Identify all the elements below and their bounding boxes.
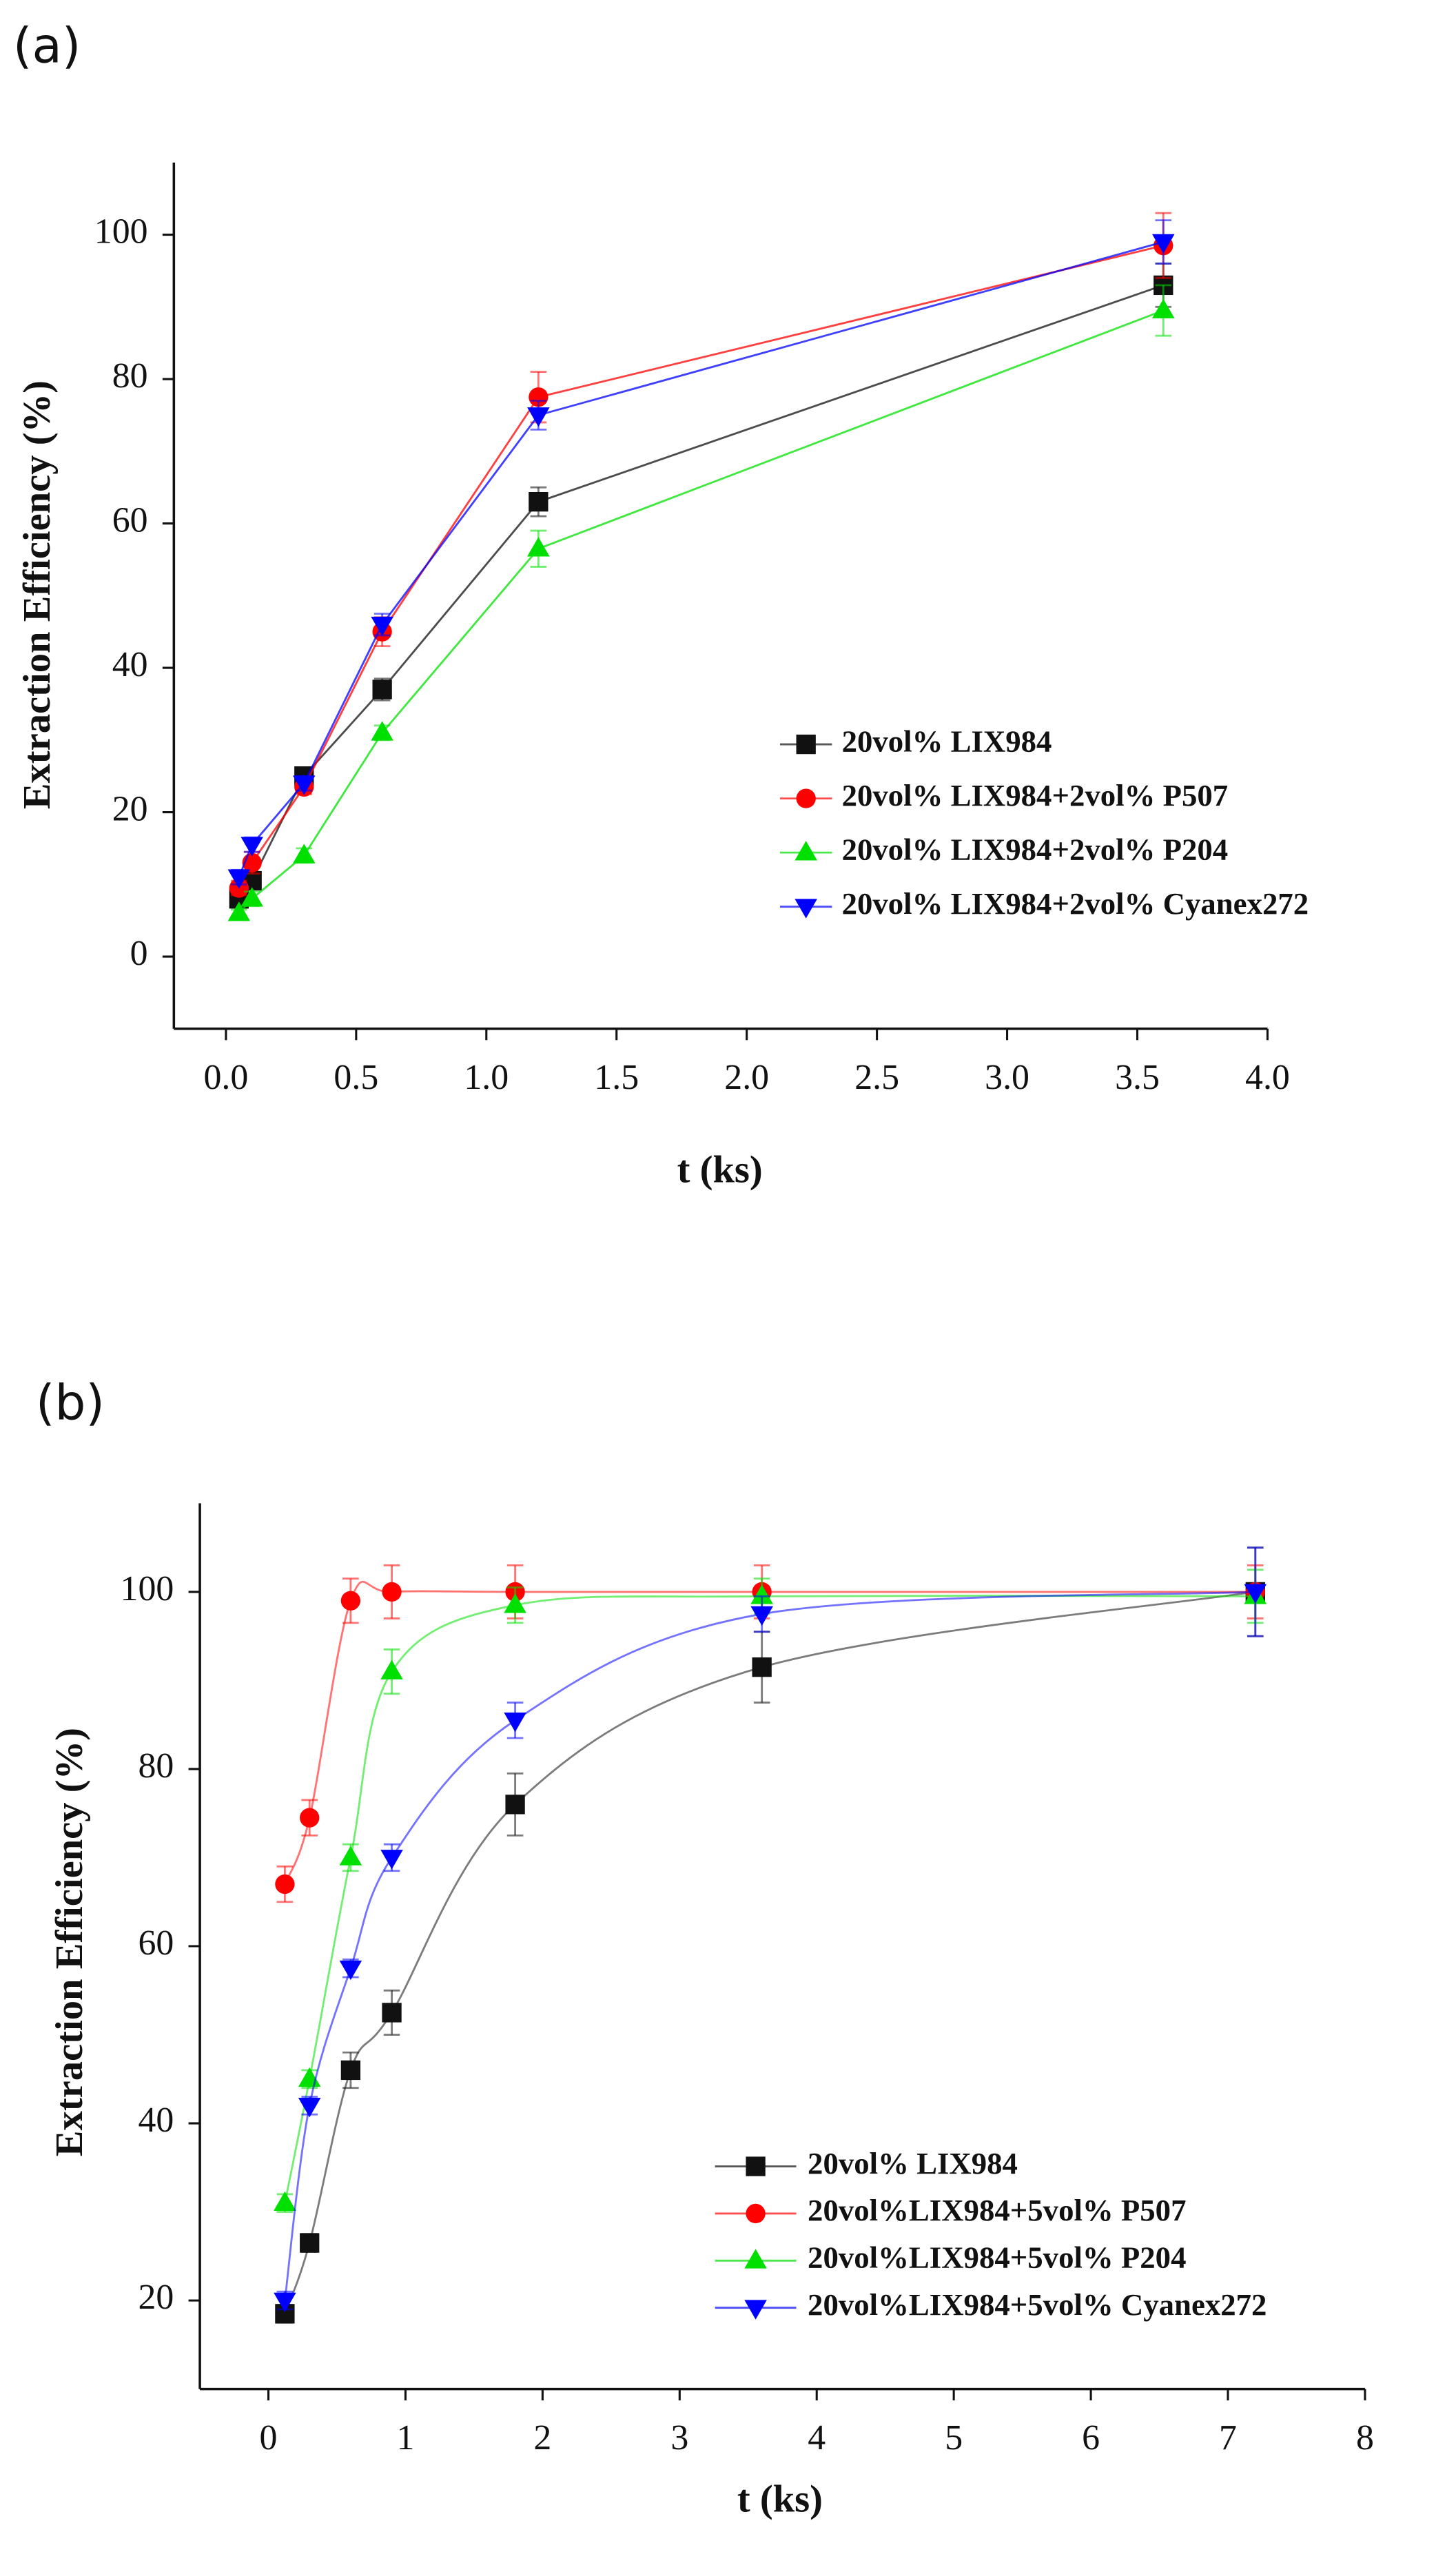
x-tick-label: 3.0 [985, 1058, 1029, 1097]
y-tick-label: 0 [130, 934, 148, 973]
y-tick-label: 100 [94, 212, 148, 251]
y-tick-label: 80 [112, 356, 148, 396]
series-line [284, 1594, 1255, 2204]
data-point [529, 491, 548, 512]
data-point [505, 1795, 525, 1815]
legend-label: 20vol%LIX984+5vol% Cyanex272 [808, 2287, 1267, 2322]
data-point [227, 901, 251, 921]
data-point [340, 2060, 361, 2081]
x-tick-label: 8 [1356, 2418, 1374, 2458]
y-axis-title: Extraction Efficiency (%) [16, 380, 59, 809]
x-tick-label: 2.0 [724, 1058, 769, 1097]
legend-label: 20vol% LIX984 [808, 2146, 1018, 2180]
legend-marker [744, 2300, 767, 2320]
y-tick-label: 40 [112, 645, 148, 684]
data-point [240, 837, 263, 857]
y-tick-label: 60 [138, 1923, 174, 1963]
data-point [380, 1659, 403, 1679]
legend-label: 20vol% LIX984+2vol% P204 [842, 832, 1229, 866]
data-point [274, 2191, 296, 2211]
data-point [372, 680, 392, 699]
x-tick-label: 1.5 [594, 1058, 639, 1097]
x-tick-label: 4.0 [1245, 1058, 1290, 1097]
data-point [274, 2292, 296, 2313]
data-point [371, 721, 393, 741]
x-tick-label: 5 [945, 2418, 963, 2458]
data-point [300, 2233, 320, 2253]
data-point [529, 387, 548, 407]
x-tick-label: 0.5 [334, 1058, 378, 1097]
data-point [293, 775, 316, 795]
data-point [527, 407, 550, 427]
y-tick-label: 20 [138, 2278, 174, 2317]
legend-marker [794, 841, 817, 861]
panel-label: (b) [36, 1373, 105, 1431]
data-point [339, 1960, 362, 1981]
data-point [527, 537, 550, 557]
data-point [371, 616, 393, 637]
chart: (b) 20 40 60 80 100 0 1 2 3 4 5 6 7 8 t (ks) Extraction … [36, 1373, 1374, 2520]
legend-label: 20vol% LIX984 [842, 724, 1052, 758]
data-point [380, 1850, 403, 1870]
legend-marker [744, 2249, 767, 2269]
x-tick-label: 3 [670, 2418, 688, 2458]
legend-marker [746, 2156, 766, 2176]
data-point [504, 1712, 526, 1733]
data-point [298, 2098, 321, 2118]
series-line [284, 1591, 1256, 2314]
chart: (a) 0 20 40 60 80 100 0.0 0.5 1.0 1.5 2.0 2.5 3.0 3.5 4… [13, 17, 1309, 1191]
panel-label: (a) [13, 17, 81, 74]
y-tick-label: 100 [121, 1569, 174, 1608]
x-tick-label: 1.0 [464, 1058, 509, 1097]
data-point [1244, 1584, 1267, 1604]
data-point [340, 1591, 361, 1611]
legend-marker [796, 734, 816, 755]
data-point [1152, 298, 1175, 318]
data-point [240, 887, 263, 907]
x-tick-label: 7 [1219, 2418, 1237, 2458]
data-point [293, 844, 316, 864]
data-point [300, 1808, 320, 1828]
data-point [750, 1584, 773, 1604]
x-tick-label: 1 [396, 2418, 414, 2458]
y-tick-label: 20 [112, 789, 148, 828]
x-axis-title: t (ks) [677, 1149, 763, 1192]
data-point [382, 1582, 402, 1602]
data-point [227, 869, 251, 889]
series-line [284, 1580, 1255, 1885]
legend-label: 20vol% LIX984+2vol% P507 [842, 778, 1229, 813]
legend-marker [746, 2203, 766, 2224]
data-point [752, 1657, 772, 1677]
x-tick-label: 2.5 [854, 1058, 899, 1097]
data-point [275, 1874, 295, 1894]
data-point [339, 1846, 362, 1866]
x-tick-label: 6 [1082, 2418, 1100, 2458]
data-point [382, 2003, 402, 2023]
legend-label: 20vol% LIX984+2vol% Cyanex272 [842, 886, 1309, 921]
x-axis-title: t (ks) [737, 2478, 823, 2521]
legend-label: 20vol%LIX984+5vol% P507 [808, 2193, 1186, 2227]
data-point [504, 1593, 526, 1613]
legend-marker [794, 899, 817, 919]
data-point [1152, 234, 1175, 254]
y-tick-label: 60 [112, 500, 148, 540]
x-tick-label: 2 [533, 2418, 551, 2458]
series-line [238, 309, 1164, 915]
y-axis-title: Extraction Efficiency (%) [48, 1728, 91, 2156]
legend-marker [796, 788, 816, 808]
legend-label: 20vol%LIX984+5vol% P204 [808, 2240, 1186, 2275]
y-tick-label: 80 [138, 1746, 174, 1786]
x-tick-label: 0 [260, 2418, 278, 2458]
data-point [750, 1606, 773, 1626]
x-tick-label: 0.0 [203, 1058, 248, 1097]
y-tick-label: 40 [138, 2101, 174, 2140]
x-tick-label: 3.5 [1115, 1058, 1160, 1097]
x-tick-label: 4 [808, 2418, 826, 2458]
